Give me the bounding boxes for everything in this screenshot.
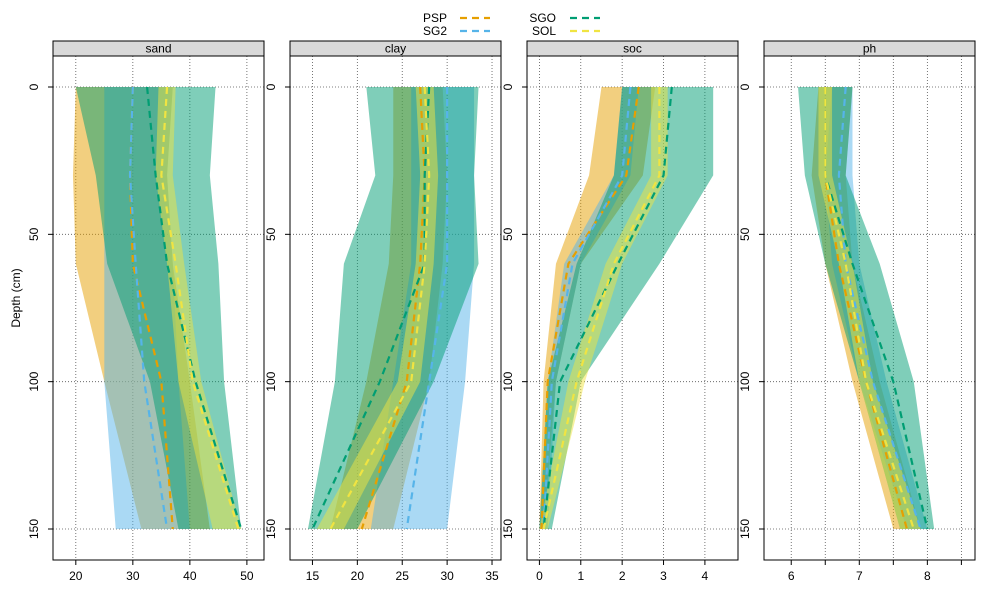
band-clay-sol xyxy=(316,87,439,529)
lines-sand xyxy=(128,86,243,530)
x-tick-label-ph-8: 8 xyxy=(924,569,931,583)
x-axis-ph: 6 7 8 xyxy=(788,560,962,583)
y-tick-label-soc-50: 50 xyxy=(501,227,515,241)
x-tick-label-clay-35: 35 xyxy=(485,569,499,583)
x-tick-label-soc-2: 2 xyxy=(619,569,626,583)
legend-label-sol: SOL xyxy=(532,24,556,38)
x-tick-label-sand-40: 40 xyxy=(183,569,197,583)
x-tick-label-clay-20: 20 xyxy=(351,569,365,583)
panel-border-sand xyxy=(52,55,265,561)
x-tick-label-soc-3: 3 xyxy=(660,569,667,583)
lines-ph xyxy=(824,86,929,530)
x-tick-label-clay-25: 25 xyxy=(396,569,410,583)
strip-title-ph: ph xyxy=(863,42,876,56)
series-line-soc-sol xyxy=(542,87,661,530)
strip-title-sand: sand xyxy=(145,42,171,56)
x-tick-label-clay-15: 15 xyxy=(306,569,320,583)
strip-title-soc: soc xyxy=(623,42,642,56)
legend-label-psp: PSP xyxy=(423,11,447,25)
x-tick-label-soc-1: 1 xyxy=(577,569,584,583)
panel-border-clay xyxy=(289,55,502,561)
series-line-sand-sgo xyxy=(145,86,243,530)
panel-border-ph xyxy=(763,55,976,561)
band-ph-sol xyxy=(818,87,921,529)
band-sand-sol xyxy=(155,87,242,529)
y-tick-label-sand-50: 50 xyxy=(27,227,41,241)
bands-ph xyxy=(798,87,935,529)
band-soc-sol xyxy=(539,87,668,529)
y-tick-label-ph-0: 0 xyxy=(738,83,752,90)
x-axis-clay: 15 20 25 30 35 xyxy=(306,560,499,583)
y-tick-label-sand-150: 150 xyxy=(27,519,41,539)
x-axis-soc: 0 1 2 3 4 xyxy=(536,560,709,583)
y-tick-label-ph-100: 100 xyxy=(738,371,752,391)
y-tick-label-ph-50: 50 xyxy=(738,227,752,241)
y-axis-ph: 0 50 100 150 xyxy=(738,83,764,539)
series-line-ph-sg2 xyxy=(837,86,922,530)
x-tick-label-soc-4: 4 xyxy=(702,569,709,583)
x-tick-label-sand-50: 50 xyxy=(240,569,254,583)
x-tick-label-soc-0: 0 xyxy=(536,569,543,583)
strip-title-clay: clay xyxy=(385,42,406,56)
series-line-soc-psp xyxy=(540,86,640,530)
y-tick-label-clay-50: 50 xyxy=(264,227,278,241)
y-tick-label-soc-0: 0 xyxy=(501,83,515,90)
lines-clay xyxy=(311,86,449,530)
series-line-ph-sgo xyxy=(824,87,929,530)
x-axis-sand: 20 30 40 50 xyxy=(69,560,254,583)
series-line-clay-sol xyxy=(329,86,431,530)
legend-label-sg2: SG2 xyxy=(423,24,447,38)
y-tick-label-clay-100: 100 xyxy=(264,371,278,391)
band-soc-sgo xyxy=(539,87,714,529)
bands-clay xyxy=(307,87,479,529)
series-line-ph-psp xyxy=(824,87,908,530)
panel-clay: clay 15 20 25 30 35 0 50 100 150 xyxy=(264,40,502,583)
series-line-sand-sol xyxy=(160,86,240,530)
y-axis-sand: 0 50 100 150 xyxy=(27,83,53,539)
y-tick-label-clay-150: 150 xyxy=(264,519,278,539)
bands-sand xyxy=(72,87,242,529)
x-tick-label-clay-30: 30 xyxy=(440,569,454,583)
panel-border-soc xyxy=(526,55,739,561)
series-line-ph-sol xyxy=(824,87,915,530)
x-tick-label-ph-6: 6 xyxy=(788,569,795,583)
y-tick-label-clay-0: 0 xyxy=(264,83,278,90)
y-axis-soc: 0 50 100 150 xyxy=(501,83,527,539)
x-tick-label-ph-7: 7 xyxy=(856,569,863,583)
lines-soc xyxy=(540,86,673,530)
y-tick-label-ph-150: 150 xyxy=(738,519,752,539)
panel-sand: sand 20 30 40 50 0 50 100 150 xyxy=(27,40,265,583)
y-tick-label-soc-100: 100 xyxy=(501,371,515,391)
y-tick-label-soc-150: 150 xyxy=(501,519,515,539)
y-tick-label-sand-100: 100 xyxy=(27,371,41,391)
y-axis-label: Depth (cm) xyxy=(9,268,23,327)
legend-label-sgo: SGO xyxy=(529,11,556,25)
bands-soc xyxy=(539,87,714,529)
x-tick-label-sand-20: 20 xyxy=(69,569,83,583)
x-tick-label-sand-30: 30 xyxy=(126,569,140,583)
y-axis-clay: 0 50 100 150 xyxy=(264,83,290,539)
y-tick-label-sand-0: 0 xyxy=(27,83,41,90)
panel-soc: soc 0 1 2 3 4 0 50 100 150 xyxy=(501,40,739,583)
panel-ph: ph 6 7 8 0 50 100 150 xyxy=(738,40,976,583)
